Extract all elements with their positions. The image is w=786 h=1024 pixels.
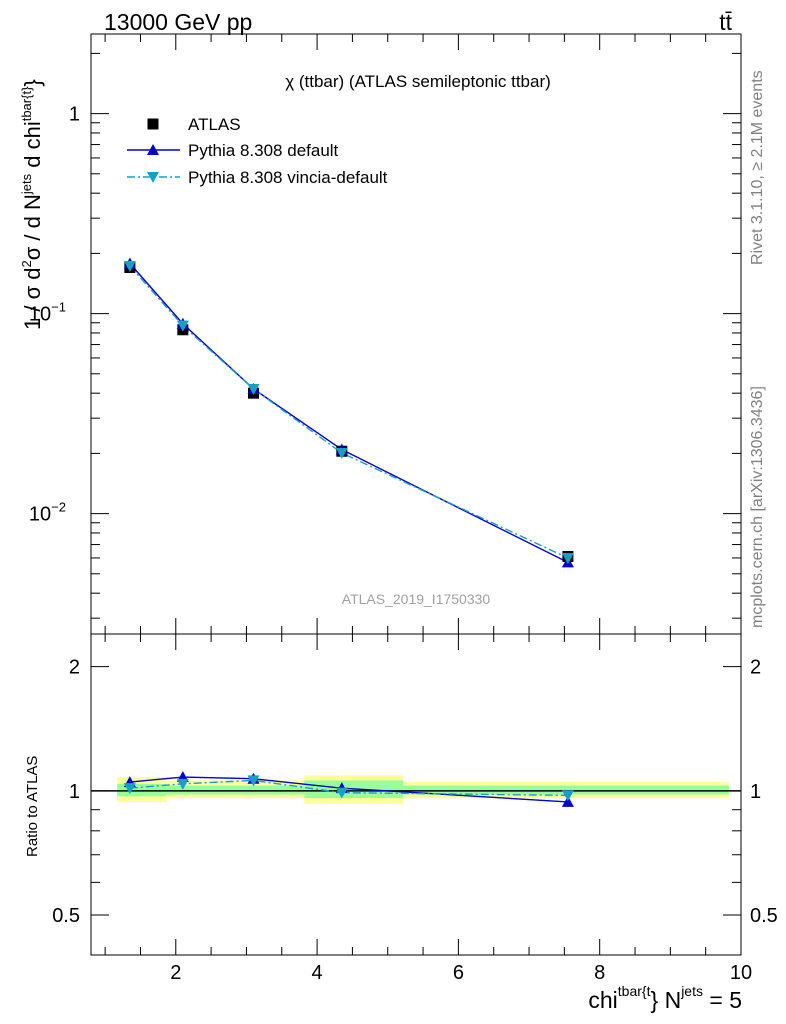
y-tick-label: 10−2: [29, 500, 66, 526]
ratio-y-tick-label: 2: [69, 657, 80, 679]
energy-label: 13000 GeV pp: [104, 9, 252, 35]
x-tick-label: 6: [453, 962, 464, 984]
ratio-y-tick-label-right: 1: [750, 781, 761, 803]
ratio-y-tick-label: 1: [69, 781, 80, 803]
legend-marker: [147, 144, 159, 155]
ratio-point-0: [561, 795, 574, 807]
uncertainty-band-inner: [166, 785, 305, 795]
ratio-point-1: [247, 775, 260, 787]
x-tick-label: 4: [312, 962, 323, 984]
uncertainty-band-inner: [403, 785, 729, 795]
uncertainty-band-inner: [117, 783, 167, 797]
main-y-axis-label: 1 / σ d2σ / d Njets d chitbar{t}}: [19, 79, 45, 330]
ratio-point-1: [561, 790, 574, 802]
legend-label: Pythia 8.308 vincia-default: [188, 168, 388, 187]
data-point-2: [176, 320, 189, 332]
chart-title: χ (ttbar) (ATLAS semileptonic ttbar): [285, 72, 551, 91]
analysis-watermark: ATLAS_2019_I1750330: [342, 591, 491, 607]
data-point-2: [561, 552, 574, 564]
ratio-y-axis-label: Ratio to ATLAS: [24, 756, 41, 857]
main-plot-area: [123, 257, 574, 568]
x-tick-label: 2: [170, 962, 181, 984]
source-label: mcplots.cern.ch [arXiv:1306.3436]: [749, 386, 766, 628]
rivet-label: Rivet 3.1.10, ≥ 2.1M events: [749, 70, 766, 265]
main-axes: 1 10−1 10−2: [29, 34, 742, 634]
x-tick-label: 10: [730, 962, 752, 984]
data-point-2: [247, 383, 260, 395]
legend-marker: [147, 118, 159, 130]
y-tick-label: 1: [69, 104, 80, 126]
x-axis-label: chitbar{t} Njets = 5: [588, 983, 742, 1013]
ratio-y-tick-label-right: 2: [750, 657, 761, 679]
y-tick-label: 10−1: [29, 300, 66, 326]
ratio-axes: 2 4 6 8 10 2 2 1 1 0.5 0.5: [52, 634, 778, 984]
legend-label: ATLAS: [188, 115, 241, 134]
series-line-1: [129, 263, 569, 564]
legend-label: Pythia 8.308 default: [188, 141, 339, 160]
legend: ATLAS Pythia 8.308 default Pythia 8.308 vi…: [127, 115, 388, 187]
ratio-y-tick-label-right: 0.5: [750, 905, 778, 927]
process-label: tt̄: [719, 9, 732, 35]
legend-marker: [147, 172, 159, 183]
ratio-y-tick-label: 0.5: [52, 905, 80, 927]
ratio-plot-frame: [90, 633, 742, 956]
svg-text:1 / σ d2σ / d Njets d chitbar{: 1 / σ d2σ / d Njets d chitbar{t}}: [19, 79, 45, 330]
data-point-2: [123, 260, 136, 272]
data-point-2: [335, 447, 348, 459]
ratio-point-1: [123, 783, 136, 795]
ratio-plot-area: [91, 771, 741, 807]
series-line-2: [129, 265, 569, 559]
ratio-point-1: [335, 787, 348, 799]
x-tick-label: 8: [594, 962, 605, 984]
ratio-point-1: [176, 778, 189, 790]
